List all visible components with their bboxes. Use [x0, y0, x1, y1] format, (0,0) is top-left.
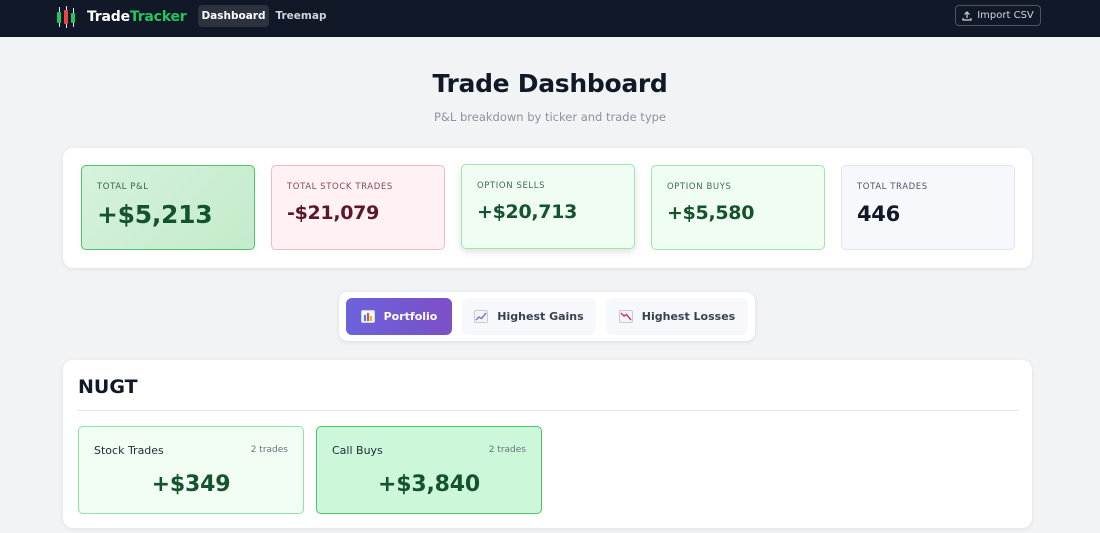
- stat-label: Total Stock Trades: [287, 182, 393, 192]
- bar-chart-icon: [360, 310, 375, 323]
- tab-label: Portfolio: [383, 310, 438, 323]
- import-csv-label: Import CSV: [977, 10, 1034, 21]
- trend-down-icon: [618, 310, 633, 323]
- stat-card-total-trades: Total Trades 446: [841, 165, 1015, 250]
- trade-count: 2 trades: [250, 445, 288, 455]
- brand[interactable]: TradeTracker: [56, 6, 187, 28]
- trade-type-label: Call Buys: [332, 444, 383, 457]
- view-tab-bar: Portfolio Highest Gains Highest Losses: [339, 292, 755, 341]
- trade-type-card-stock-trades[interactable]: Stock Trades 2 trades +$349: [78, 426, 304, 514]
- stat-card-option-sells: Option Sells +$20,713: [461, 164, 635, 249]
- stat-label: Option Sells: [477, 181, 546, 191]
- nav-link-treemap[interactable]: Treemap: [275, 10, 327, 22]
- import-csv-button[interactable]: Import CSV: [955, 5, 1041, 26]
- trade-type-card-call-buys[interactable]: Call Buys 2 trades +$3,840: [316, 426, 542, 514]
- stat-label: Option Buys: [667, 182, 732, 192]
- page-title: Trade Dashboard: [432, 69, 668, 98]
- ticker-section: NUGT Stock Trades 2 trades +$349 Call Bu…: [63, 360, 1032, 528]
- stat-value: 446: [857, 202, 900, 226]
- trade-pl-value: +$3,840: [378, 472, 480, 497]
- stat-label: Total Trades: [857, 182, 928, 192]
- brand-name: TradeTracker: [87, 9, 187, 25]
- trade-type-label: Stock Trades: [94, 444, 164, 457]
- top-navbar: TradeTracker Dashboard Treemap Import CS…: [0, 0, 1100, 37]
- stat-card-option-buys: Option Buys +$5,580: [651, 165, 825, 250]
- tab-highest-gains[interactable]: Highest Gains: [462, 298, 596, 335]
- stat-label: Total P&L: [97, 182, 149, 192]
- trade-count: 2 trades: [488, 445, 526, 455]
- tab-portfolio[interactable]: Portfolio: [346, 298, 452, 335]
- tab-label: Highest Losses: [641, 310, 736, 323]
- stat-value: +$5,580: [667, 202, 755, 224]
- summary-stats-panel: Total P&L +$5,213 Total Stock Trades -$2…: [63, 148, 1032, 268]
- stat-card-total-stock-trades: Total Stock Trades -$21,079: [271, 165, 445, 250]
- stat-card-total-pl: Total P&L +$5,213: [81, 165, 255, 250]
- candlestick-icon: [56, 6, 78, 28]
- tab-label: Highest Gains: [497, 310, 584, 323]
- upload-icon: [962, 10, 972, 21]
- trade-pl-value: +$349: [151, 472, 231, 497]
- stat-value: -$21,079: [287, 202, 380, 224]
- divider: [78, 410, 1018, 411]
- nav-link-dashboard[interactable]: Dashboard: [198, 5, 269, 27]
- tab-highest-losses[interactable]: Highest Losses: [606, 298, 748, 335]
- trend-up-icon: [474, 310, 489, 323]
- page-subtitle: P&L breakdown by ticker and trade type: [434, 110, 666, 124]
- stat-value: +$5,213: [97, 200, 213, 229]
- stat-value: +$20,713: [477, 201, 578, 223]
- ticker-symbol: NUGT: [78, 376, 138, 398]
